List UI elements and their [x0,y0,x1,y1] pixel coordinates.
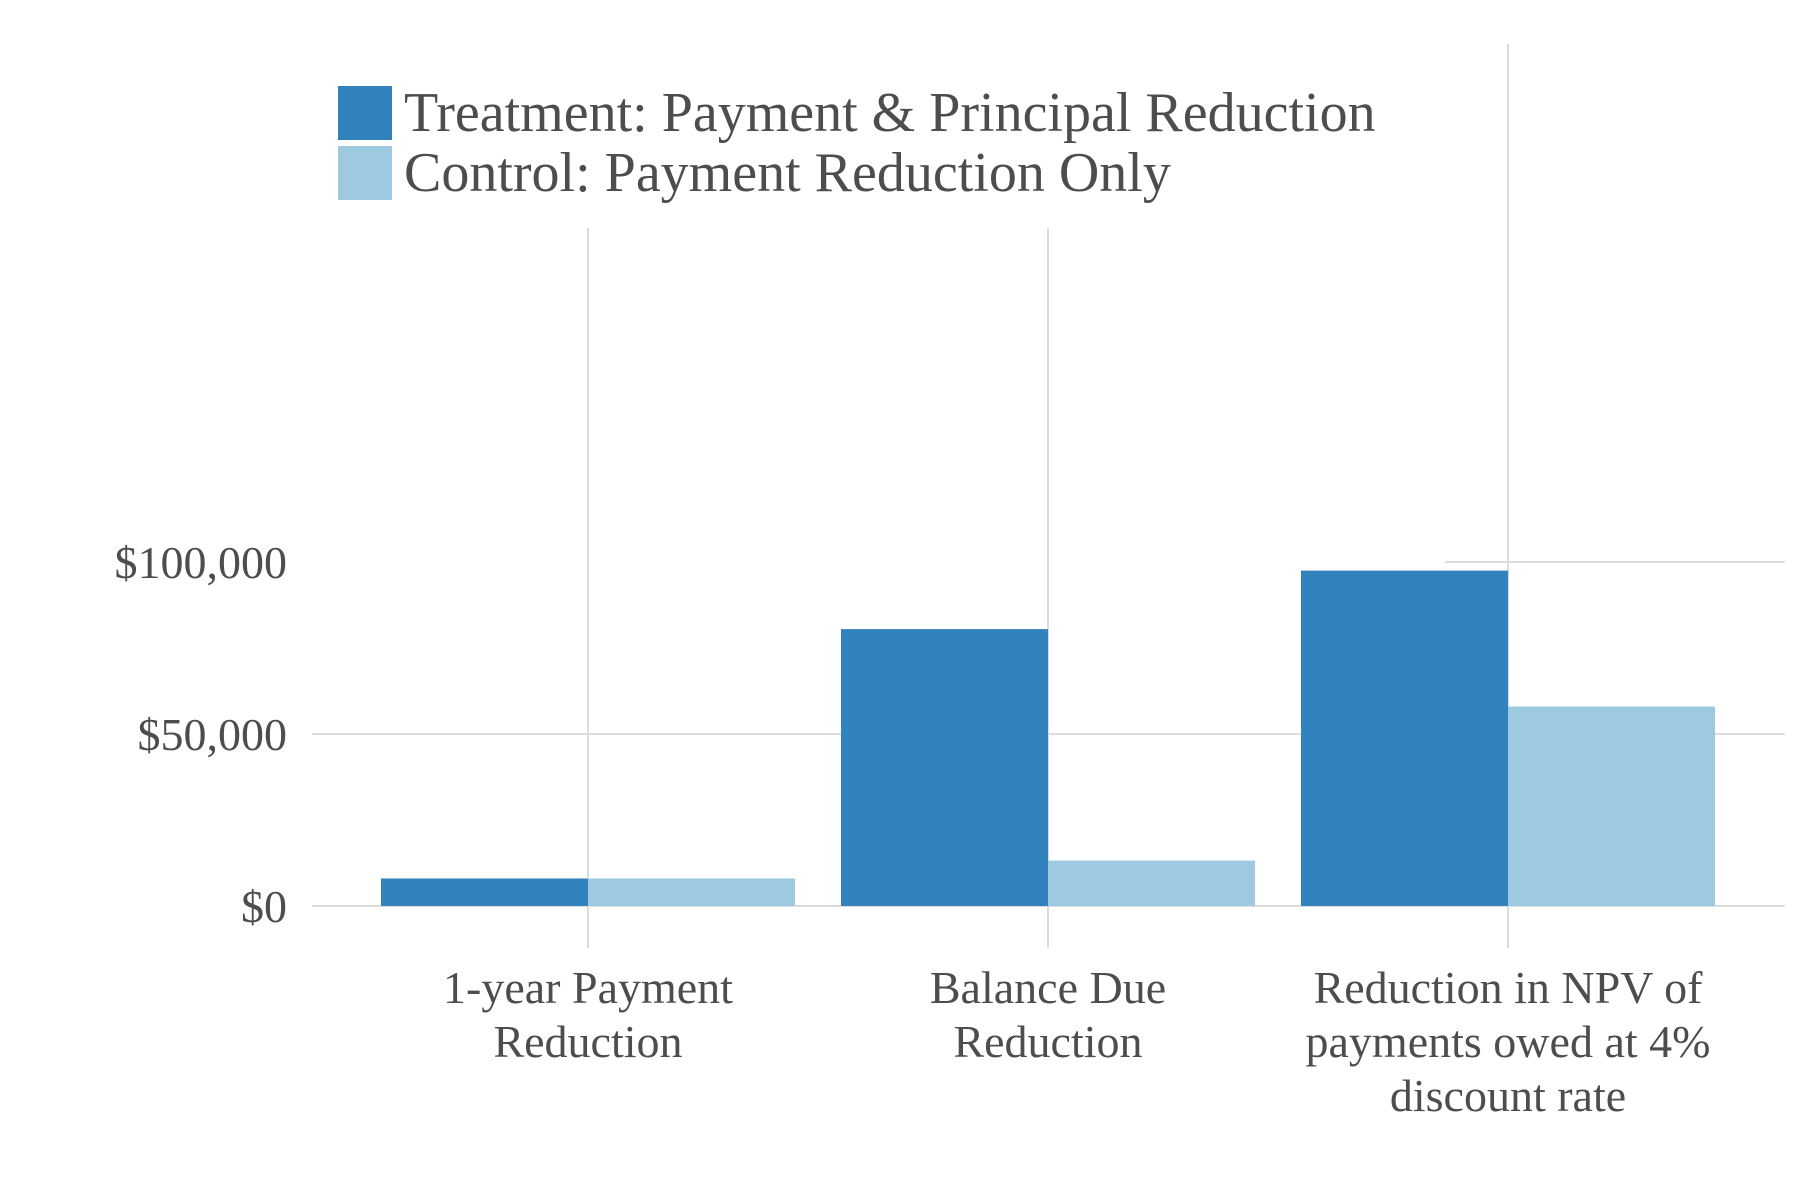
x-category-label-1-line-0: Balance Due [930,962,1166,1013]
y-tick-label-2: $100,000 [115,537,288,588]
x-category-label-0-line-1: Reduction [493,1016,682,1067]
bars [381,570,1715,906]
y-tick-label-1: $50,000 [138,709,288,760]
y-axis: $0 $50,000 $100,000 [115,537,288,932]
x-category-label-2-line-1: payments owed at 4% [1306,1016,1711,1067]
bar-series0-cat2 [1301,570,1508,906]
x-category-label-0-line-0: 1-year Payment [443,962,733,1013]
x-category-label-0: 1-year Payment Reduction [443,962,733,1067]
legend[interactable]: Treatment: Payment & Principal Reduction… [338,82,1376,204]
x-category-label-1: Balance Due Reduction [930,962,1166,1067]
bar-series0-cat1 [841,629,1048,906]
x-category-label-1-line-1: Reduction [953,1016,1142,1067]
legend-item-0[interactable]: Treatment: Payment & Principal Reduction [338,82,1376,144]
legend-label-1: Control: Payment Reduction Only [404,142,1171,204]
bar-series1-cat0 [588,878,795,906]
x-category-label-2-line-2: discount rate [1390,1070,1626,1121]
bar-series1-cat2 [1508,706,1715,906]
bar-series0-cat0 [381,878,588,906]
x-category-label-2-line-0: Reduction in NPV of [1314,962,1704,1013]
bar-series1-cat1 [1048,860,1255,906]
y-tick-label-0: $0 [241,881,287,932]
legend-swatch-0 [338,86,392,140]
x-category-label-2: Reduction in NPV of payments owed at 4% di… [1306,962,1711,1121]
legend-label-0: Treatment: Payment & Principal Reduction [404,82,1376,144]
legend-swatch-1 [338,146,392,200]
legend-item-1[interactable]: Control: Payment Reduction Only [338,142,1171,204]
